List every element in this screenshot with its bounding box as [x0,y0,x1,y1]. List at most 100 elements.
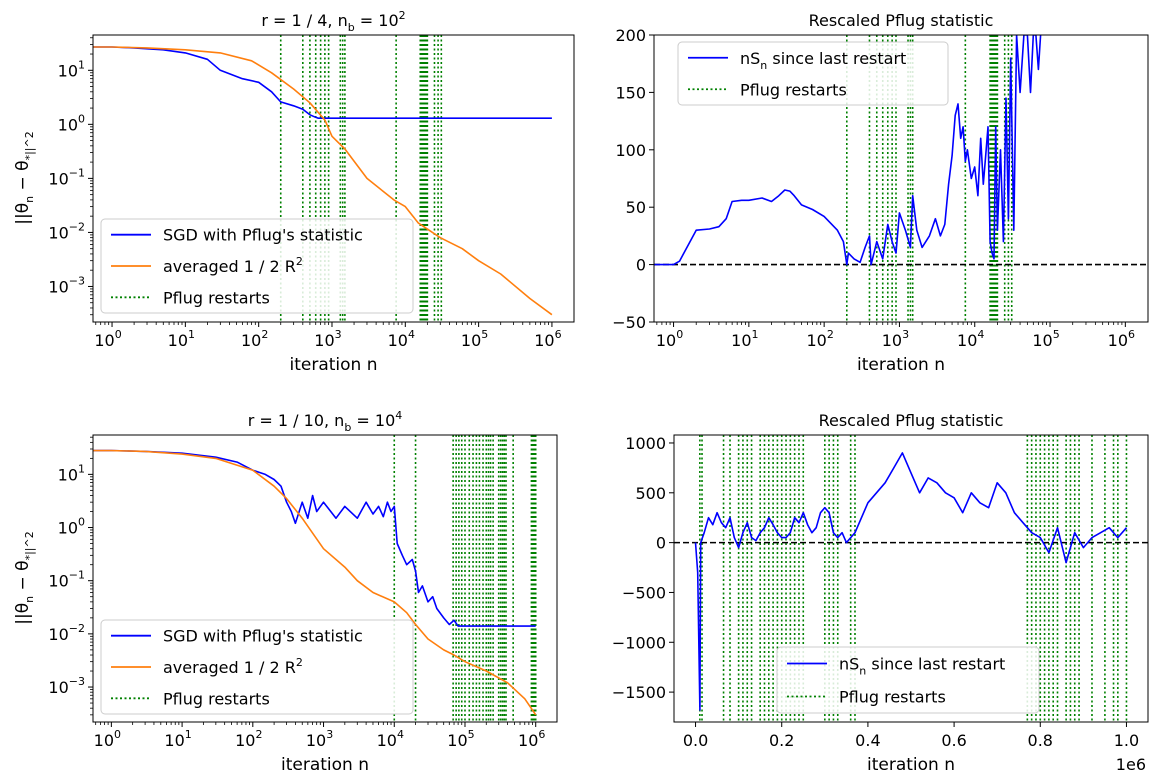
series-line [93,46,552,119]
x-tick-label: 100 [94,728,121,750]
x-axis-label: iteration n [290,355,378,375]
text-part: Rescaled Pflug statistic [809,11,994,30]
y-tick-label: 10−2 [48,622,85,644]
y-tick-base: 10 [58,115,78,134]
text-part: b [348,21,355,34]
x-tick-label: 106 [518,728,545,750]
y-tick-label: −50 [612,313,646,332]
y-tick-base: 10 [48,572,68,591]
x-tick-exponent: 3 [902,328,909,341]
x-axis-label: iteration n [281,755,369,771]
legend-label: Pflug restarts [163,288,270,307]
legend-label: averaged 1 / 2 R2 [163,255,303,276]
text-part: b [344,421,351,434]
x-tick-label: 0.0 [683,731,708,750]
y-tick-label: 100 [58,112,85,134]
x-tick-label: 102 [241,328,268,350]
text-part: 2 [296,656,303,669]
panel-title: Rescaled Pflug statistic [809,11,994,30]
legend-box [100,619,414,715]
x-tick-label: 100 [94,328,121,350]
x-tick-exponent: 4 [977,328,984,341]
legend-label: nSn since last restart [740,49,906,72]
x-tick-exponent: 2 [255,728,262,741]
text-part: Pflug restarts [163,689,270,708]
x-tick-label: 105 [461,328,488,350]
legend: SGD with Pflug's statistic averaged 1 / 2… [100,619,414,715]
x-tick-exponent: 4 [408,328,415,341]
plot-area [654,35,1148,322]
series-line [694,452,1128,711]
y-tick-label: 10−1 [48,569,85,591]
y-tick-base: 10 [48,223,68,242]
y-tick-exponent: 1 [78,58,85,71]
axes-frame [653,34,1149,323]
y-tick-label: 0 [656,534,666,553]
x-tick-label: 100 [656,328,683,350]
x-tick-exponent: 5 [481,328,488,341]
text-part: since last restart [767,49,906,68]
text-part: n [760,59,767,72]
x-tick-label: 103 [882,328,909,350]
x-tick-exponent: 1 [188,328,195,341]
y-tick-label: −1000 [612,633,666,652]
text-part: n [23,196,36,203]
text-part: ||θ [13,203,33,225]
legend-box [100,218,414,314]
text-part: since last restart [866,655,1005,674]
x-tick-exponent: 2 [261,328,268,341]
x-tick-exponent: 5 [468,728,475,741]
series-line [93,46,553,316]
x-tick-label: 102 [806,328,833,350]
y-tick-exponent: −3 [69,274,85,287]
text-part: n [859,665,866,678]
y-tick-label: 200 [615,26,646,45]
text-part: *||^2 [23,131,36,160]
panel-bottom-right: 0.0 0.2 0.4 0.6 0.8 1.0 1000 500 0 −500 −1000 −1500… [612,411,1149,771]
x-tick-label: 101 [168,328,195,350]
legend-label: Pflug restarts [740,80,847,99]
legend-box [677,41,949,106]
x-tick-exponent: 2 [827,328,834,341]
text-part: ||θ [13,603,33,625]
x-tick-label: 0.8 [1028,731,1053,750]
text-part: = 10 [355,11,399,30]
plot-area [93,435,537,722]
x-tick-exponent: 3 [335,328,342,341]
text-part: SGD with Pflug's statistic [163,627,363,646]
x-tick-label: 103 [314,328,341,350]
y-tick-label: −1500 [612,683,666,702]
series-line [654,35,1042,266]
legend-label: SGD with Pflug's statistic [163,226,363,245]
y-tick-base: 10 [58,519,78,538]
x-tick-label: 1.0 [1114,731,1139,750]
y-tick-label: 10−3 [48,274,85,296]
text-part: Pflug restarts [163,288,270,307]
text-part: averaged 1 / 2 R [163,257,296,276]
text-part: − θ [13,560,33,595]
x-tick-label: 103 [306,728,333,750]
y-tick-exponent: −3 [69,675,85,688]
text-part: averaged 1 / 2 R [163,658,296,677]
y-tick-base: 10 [48,277,68,296]
text-part: − θ [13,160,33,195]
legend-label: Pflug restarts [163,689,270,708]
y-tick-base: 10 [48,678,68,697]
y-tick-label: 10−1 [48,166,85,188]
x-tick-exponent: 4 [397,728,404,741]
y-tick-base: 10 [48,169,68,188]
series-line [93,449,536,627]
text-part: 4 [395,409,402,422]
text-part: r = 1 / 10, n [248,411,345,430]
y-tick-label: 100 [58,516,85,538]
text-part: Rescaled Pflug statistic [819,411,1004,430]
x-tick-exponent: 5 [1053,328,1060,341]
y-tick-label: 100 [615,141,646,160]
text-part: SGD with Pflug's statistic [163,226,363,245]
x-tick-exponent: 1 [185,728,192,741]
y-tick-label: 10−3 [48,675,85,697]
legend-label: SGD with Pflug's statistic [163,627,363,646]
panel-top-right: 100 101 102 103 104 105 106200150100500−50Resc… [612,11,1149,375]
x-tick-exponent: 6 [538,728,545,741]
panel-bottom-left: 100 101 102 103 104 105 10610110010−110−210−3r… [13,409,558,771]
